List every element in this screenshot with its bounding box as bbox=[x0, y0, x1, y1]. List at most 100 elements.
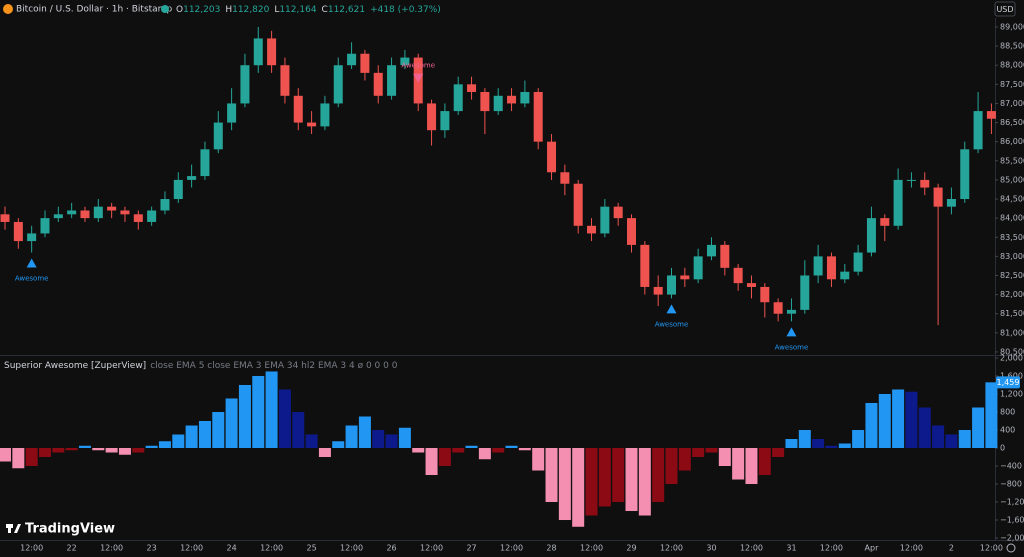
logo-mark bbox=[14, 524, 21, 533]
candle-body bbox=[280, 65, 290, 96]
histogram-bar bbox=[492, 448, 505, 453]
histogram-bar bbox=[772, 448, 785, 458]
histogram-bar bbox=[878, 393, 891, 448]
ohlc-value: 112,820 bbox=[232, 5, 269, 15]
signal-label: Awesome bbox=[775, 343, 809, 351]
candle-body bbox=[866, 218, 876, 253]
indicator-settings: close EMA 5 close EMA 3 EMA 34 hl2 EMA 3… bbox=[150, 361, 398, 371]
y-tick-label: −1,600 bbox=[1000, 516, 1024, 525]
x-tick-label: 31 bbox=[786, 544, 796, 553]
symbol: Bitcoin / U.S. Dollar · 1h · Bitstamp bbox=[16, 5, 172, 15]
histogram-bar bbox=[372, 429, 385, 448]
histogram-bar bbox=[305, 434, 318, 448]
y-tick-label: 2,000 bbox=[1000, 353, 1023, 362]
candle-body bbox=[706, 244, 716, 257]
histogram-bar bbox=[545, 448, 558, 503]
candle-body bbox=[720, 244, 730, 268]
candle-body bbox=[946, 199, 956, 207]
last-value-badge bbox=[996, 376, 1020, 389]
histogram-bar bbox=[612, 448, 625, 503]
candle-body bbox=[573, 183, 583, 226]
candle-body bbox=[373, 72, 383, 96]
x-tick-label: Apr bbox=[865, 544, 880, 553]
candle-body bbox=[613, 206, 623, 219]
histogram-bar bbox=[318, 448, 331, 458]
histogram-bar bbox=[172, 434, 185, 448]
x-tick-label: 12:00 bbox=[820, 544, 843, 553]
ohlc-key: L bbox=[274, 5, 279, 15]
candle-body bbox=[27, 233, 37, 242]
histogram-bar bbox=[785, 438, 798, 448]
candle-body bbox=[800, 275, 810, 310]
candle-body bbox=[826, 256, 836, 280]
logo-text: TradingView bbox=[25, 522, 115, 537]
y-tick-label: 1,200 bbox=[1000, 389, 1023, 398]
candle-body bbox=[187, 176, 197, 180]
x-tick-label: 22 bbox=[67, 544, 77, 553]
currency-button[interactable] bbox=[994, 1, 1016, 17]
x-tick-label: 28 bbox=[546, 544, 556, 553]
candle-body bbox=[213, 122, 223, 150]
candle-body bbox=[293, 95, 303, 123]
x-tick-label: 29 bbox=[626, 544, 636, 553]
signal-label: Awesome bbox=[401, 62, 435, 70]
histogram-bar bbox=[638, 448, 651, 516]
histogram-bar bbox=[572, 448, 585, 527]
candle-body bbox=[0, 214, 10, 222]
histogram-bar bbox=[598, 448, 611, 507]
candle-body bbox=[960, 149, 970, 200]
candle-body bbox=[333, 65, 343, 104]
histogram-bar bbox=[478, 448, 491, 460]
histogram-bar bbox=[158, 441, 171, 448]
currency[interactable]: USD bbox=[996, 5, 1013, 14]
histogram-bar bbox=[92, 448, 105, 451]
y-tick-label: 88,000 bbox=[1000, 61, 1024, 70]
histogram-bar bbox=[358, 416, 371, 448]
y-tick-label: −400 bbox=[1000, 462, 1022, 471]
y-tick-label: −2,000 bbox=[1000, 534, 1024, 543]
candle-body bbox=[627, 218, 637, 245]
candle-body bbox=[13, 221, 23, 242]
y-tick-label: 86,500 bbox=[1000, 118, 1024, 127]
candle-body bbox=[507, 95, 517, 104]
histogram-bar bbox=[838, 443, 851, 448]
histogram-bar bbox=[398, 427, 411, 448]
ohlc-key: O bbox=[176, 5, 183, 15]
histogram-bar bbox=[532, 448, 545, 471]
histogram-bar bbox=[185, 425, 198, 448]
candle-body bbox=[173, 179, 183, 200]
histogram-bar bbox=[718, 448, 731, 467]
x-tick-label: 12:00 bbox=[980, 544, 1003, 553]
ohlc: O112,203 H112,820 L112,164 C112,621 +418 (+0… bbox=[176, 5, 441, 15]
candle-body bbox=[360, 53, 370, 73]
histogram-bar bbox=[932, 425, 945, 448]
y-tick-label: 400 bbox=[1000, 425, 1015, 434]
histogram-bar bbox=[65, 448, 78, 451]
histogram-bar bbox=[292, 411, 305, 448]
settings-button[interactable] bbox=[1006, 543, 1016, 553]
ohlc-value: 112,203 bbox=[183, 5, 220, 15]
histogram-bar bbox=[825, 445, 838, 448]
indicator-title: Superior Awesome [ZuperView] bbox=[4, 361, 146, 371]
histogram-bar bbox=[132, 448, 145, 453]
candle-body bbox=[813, 256, 823, 276]
candle-body bbox=[840, 271, 850, 280]
x-tick-label: 12:00 bbox=[100, 544, 123, 553]
candle-body bbox=[880, 218, 890, 226]
ohlc-key: H bbox=[225, 5, 232, 15]
candle-body bbox=[933, 187, 943, 207]
histogram-bar bbox=[345, 425, 358, 448]
candle-body bbox=[733, 267, 743, 284]
y-tick-label: 1,600 bbox=[1000, 371, 1023, 380]
y-tick-label: 82,000 bbox=[1000, 290, 1024, 299]
y-tick-label: 84,500 bbox=[1000, 195, 1024, 204]
histogram-bar bbox=[892, 389, 905, 448]
candle-body bbox=[133, 214, 143, 222]
y-tick-label: −1,200 bbox=[1000, 498, 1024, 507]
histogram-bar bbox=[812, 438, 825, 448]
ohlc-key: C bbox=[322, 5, 328, 15]
histogram-bar bbox=[438, 448, 451, 467]
y-tick-label: 83,000 bbox=[1000, 252, 1024, 261]
